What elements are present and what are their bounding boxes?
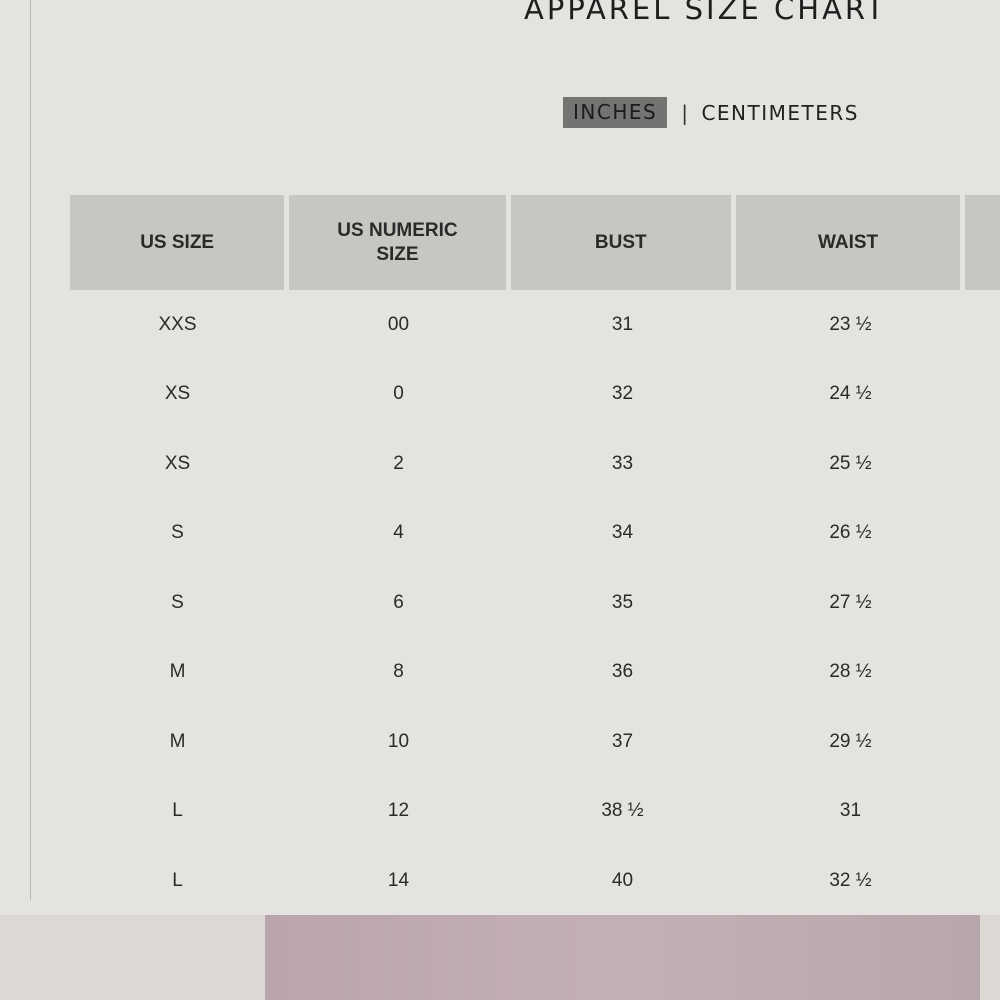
header-waist: WAIST <box>735 195 961 290</box>
cell-waist: 32 ½ <box>829 869 872 891</box>
cell-bust: 38 ½ <box>601 800 644 822</box>
unit-separator: | <box>681 100 690 125</box>
cell-us-size: XXS <box>158 313 197 335</box>
header-us-numeric-size: US NUMERIC SIZE <box>289 195 506 290</box>
cell-us-size: M <box>169 730 186 752</box>
unit-centimeters-button[interactable]: CENTIMETERS <box>701 100 859 125</box>
table-row: M 8 36 28 ½ <box>70 638 1000 708</box>
cell-bust: 40 <box>611 869 634 891</box>
table-row: XS 2 33 25 ½ <box>70 429 1000 499</box>
cell-us-size: S <box>171 591 184 613</box>
cell-waist: 31 <box>839 800 862 822</box>
cell-us-size: XS <box>164 452 191 474</box>
cell-us-numeric-size: 12 <box>387 800 410 822</box>
cell-us-size: L <box>172 869 183 891</box>
cell-bust: 33 <box>611 452 634 474</box>
table-row: L 12 38 ½ 31 <box>70 777 1000 847</box>
table-row: L 14 40 32 ½ <box>70 846 1000 916</box>
cell-bust: 31 <box>611 313 634 335</box>
cell-waist: 23 ½ <box>829 313 872 335</box>
header-us-size: US SIZE <box>70 195 285 290</box>
cell-bust: 34 <box>611 522 634 544</box>
cell-us-numeric-size: 14 <box>387 869 410 891</box>
table-row: M 10 37 29 ½ <box>70 707 1000 777</box>
cell-us-numeric-size: 8 <box>393 661 404 683</box>
header-bust: BUST <box>510 195 731 290</box>
cell-us-size: L <box>172 800 183 822</box>
cell-waist: 24 ½ <box>829 383 872 405</box>
cell-waist: 28 ½ <box>829 661 872 683</box>
table-row: S 6 35 27 ½ <box>70 568 1000 638</box>
cell-us-numeric-size: 0 <box>393 383 404 405</box>
cell-us-size: S <box>171 522 184 544</box>
cell-us-numeric-size: 10 <box>387 730 410 752</box>
cell-us-numeric-size: 4 <box>393 522 404 544</box>
unit-toggle: INCHES | CENTIMETERS <box>563 97 859 128</box>
cell-waist: 25 ½ <box>829 452 872 474</box>
cell-us-numeric-size: 2 <box>393 452 404 474</box>
cell-waist: 27 ½ <box>829 591 872 613</box>
cell-bust: 37 <box>611 730 634 752</box>
table-row: S 4 34 26 ½ <box>70 499 1000 569</box>
cell-us-size: XS <box>164 383 191 405</box>
footer-image <box>265 915 980 1000</box>
table-body: XXS 00 31 23 ½ XS 0 32 24 ½ XS 2 33 25 ½ S 4 34 26 ½ S 6 3… <box>70 290 1000 916</box>
cell-us-numeric-size: 6 <box>393 591 404 613</box>
cell-us-size: M <box>169 661 186 683</box>
table-header: US SIZE US NUMERIC SIZE BUST WAIST <box>70 195 1000 290</box>
size-chart-table: US SIZE US NUMERIC SIZE BUST WAIST XXS 00… <box>70 195 1000 916</box>
table-row: XS 0 32 24 ½ <box>70 360 1000 430</box>
cell-us-numeric-size: 00 <box>387 313 410 335</box>
cell-bust: 35 <box>611 591 634 613</box>
cell-bust: 36 <box>611 661 634 683</box>
cell-waist: 26 ½ <box>829 522 872 544</box>
unit-inches-button[interactable]: INCHES <box>563 97 668 128</box>
cell-bust: 32 <box>611 383 634 405</box>
table-row: XXS 00 31 23 ½ <box>70 290 1000 360</box>
cell-waist: 29 ½ <box>829 730 872 752</box>
header-us-numeric-size-label: US NUMERIC SIZE <box>337 219 458 265</box>
page-title: APPAREL SIZE CHART <box>524 0 887 26</box>
left-divider <box>30 0 31 900</box>
header-cut-off <box>965 195 1000 290</box>
